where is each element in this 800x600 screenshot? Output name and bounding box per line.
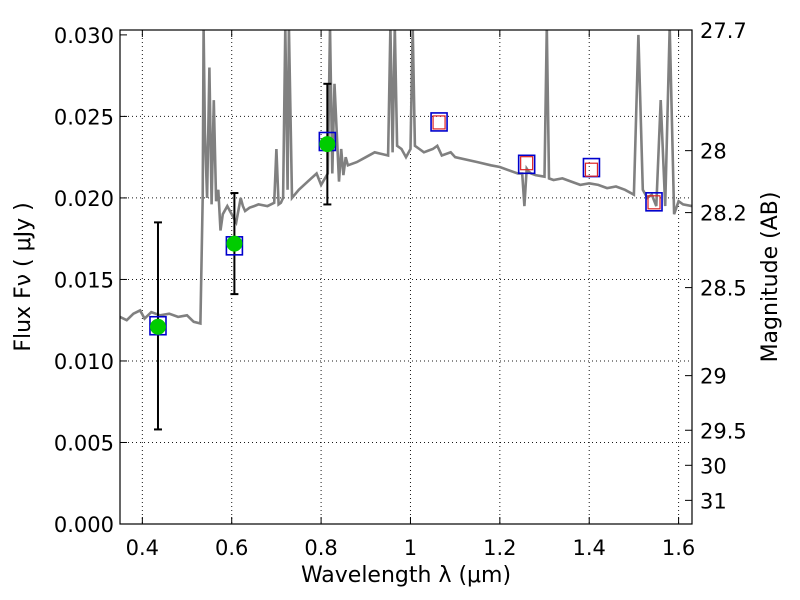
predicted-square xyxy=(647,195,661,210)
y2-axis-label: Magnitude (AB) xyxy=(758,192,783,363)
axis-ticks: 0.4 0.6 0.8 1 1.2 1.4 1.6 0.000 0.005 0.010 0.015 0… xyxy=(54,19,747,560)
plot-frame xyxy=(119,29,693,525)
y-tick-label: 0.025 xyxy=(54,105,114,129)
x-axis-label: Wavelength λ (μm) xyxy=(301,563,511,588)
y2-tick-label: 28.5 xyxy=(700,277,747,301)
y2-tick-label: 29 xyxy=(700,365,727,389)
data-marks xyxy=(149,82,663,431)
y2-tick-label: 29.5 xyxy=(700,419,747,443)
observed-point xyxy=(319,136,336,153)
x-tick-label: 1.2 xyxy=(483,536,516,560)
y-tick-label: 0.020 xyxy=(54,187,114,211)
y2-tick-label: 28.2 xyxy=(700,202,747,226)
y-tick-label: 0.015 xyxy=(54,268,114,292)
model-photometry-square xyxy=(430,112,448,132)
x-tick-label: 1.6 xyxy=(662,536,695,560)
x-tick-label: 0.6 xyxy=(215,536,248,560)
predicted-square xyxy=(432,115,446,130)
y-axis-label: Flux Fν ( μJy ) xyxy=(11,202,36,351)
y2-tick-label: 27.7 xyxy=(700,19,747,43)
x-tick-label: 0.4 xyxy=(126,536,159,560)
observed-point xyxy=(149,318,166,335)
y-tick-label: 0.010 xyxy=(54,350,114,374)
model-photometry-square xyxy=(645,192,663,212)
y2-tick-label: 30 xyxy=(700,454,727,478)
y-tick-label: 0.000 xyxy=(54,513,114,537)
plot-area xyxy=(120,30,692,326)
x-tick-label: 1.4 xyxy=(573,536,606,560)
predicted-square xyxy=(584,162,599,177)
x-tick-label: 1 xyxy=(404,536,417,560)
predicted-square xyxy=(520,156,534,171)
y-tick-label: 0.005 xyxy=(54,431,114,455)
model-photometry-square xyxy=(517,154,536,175)
y2-tick-label: 28 xyxy=(700,140,727,164)
y2-tick-label: 31 xyxy=(700,489,727,513)
x-tick-label: 0.8 xyxy=(304,536,337,560)
observed-point xyxy=(226,235,243,252)
model-sed-line xyxy=(120,30,692,326)
y-tick-label: 0.030 xyxy=(54,24,114,48)
gridlines xyxy=(120,30,692,524)
